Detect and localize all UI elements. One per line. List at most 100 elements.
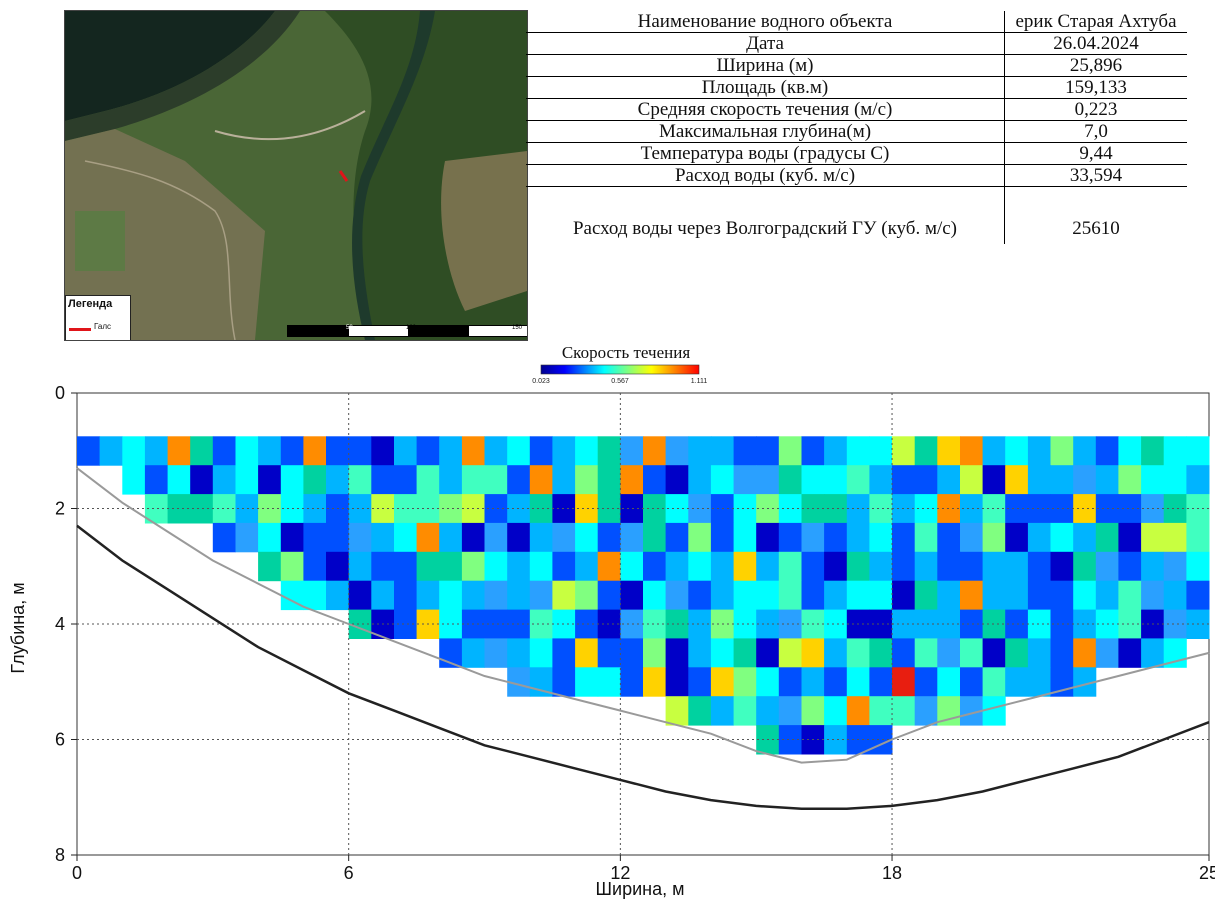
velocity-cell [711, 638, 734, 667]
velocity-cell [756, 667, 779, 696]
velocity-cell [326, 552, 349, 581]
velocity-cell [802, 581, 825, 610]
velocity-cell [1005, 436, 1028, 465]
x-tick-label: 25 [1199, 863, 1215, 883]
velocity-cell [303, 581, 326, 610]
velocity-cell [711, 667, 734, 696]
velocity-cell [620, 523, 643, 552]
velocity-cell [824, 523, 847, 552]
velocity-cell [892, 465, 915, 494]
velocity-cell [688, 552, 711, 581]
velocity-cell [349, 581, 372, 610]
map-legend: Легенда Галс [65, 295, 131, 341]
velocity-cell [711, 696, 734, 725]
velocity-cell [643, 638, 666, 667]
velocity-cell [1005, 465, 1028, 494]
velocity-cell [1051, 523, 1074, 552]
velocity-cell [485, 638, 508, 667]
velocity-cell [734, 552, 757, 581]
velocity-cell [485, 465, 508, 494]
scale-label: 150 [512, 325, 522, 331]
velocity-cell [643, 581, 666, 610]
velocity-cell [688, 523, 711, 552]
velocity-cell [1073, 436, 1096, 465]
velocity-cell [1028, 581, 1051, 610]
velocity-cell [1141, 638, 1164, 667]
velocity-cell [1186, 465, 1209, 494]
velocity-cell [960, 523, 983, 552]
velocity-cell [552, 581, 575, 610]
velocity-cell [530, 465, 553, 494]
velocity-cell [394, 436, 417, 465]
velocity-cell [802, 465, 825, 494]
velocity-cell [326, 465, 349, 494]
velocity-cell [462, 552, 485, 581]
velocity-cell [666, 638, 689, 667]
x-tick-label: 0 [72, 863, 82, 883]
velocity-cell [892, 667, 915, 696]
velocity-cell [417, 436, 440, 465]
velocity-cell [734, 581, 757, 610]
velocity-cell [1028, 638, 1051, 667]
velocity-cell [530, 523, 553, 552]
velocity-cell [1073, 465, 1096, 494]
velocity-cell [620, 552, 643, 581]
velocity-cell [688, 638, 711, 667]
velocity-cell [1164, 465, 1187, 494]
velocity-cell [847, 581, 870, 610]
velocity-cell [417, 523, 440, 552]
velocity-cell [734, 696, 757, 725]
velocity-cell [530, 436, 553, 465]
velocity-cell [1096, 638, 1119, 667]
velocity-cell [439, 523, 462, 552]
velocity-cell [485, 436, 508, 465]
velocity-cell [1186, 581, 1209, 610]
velocity-cell [869, 638, 892, 667]
velocity-cell [258, 436, 281, 465]
velocity-cell [620, 581, 643, 610]
velocity-cell [575, 552, 598, 581]
velocity-cell [915, 581, 938, 610]
row-value: 26.04.2024 [1005, 33, 1188, 55]
velocity-cell [915, 667, 938, 696]
velocity-cell [598, 552, 621, 581]
velocity-cell [326, 581, 349, 610]
row-value: 25610 [1005, 187, 1188, 245]
velocity-cell [530, 638, 553, 667]
velocity-cell [1051, 638, 1074, 667]
velocity-cell [575, 465, 598, 494]
velocity-cell [756, 465, 779, 494]
row-value: 33,594 [1005, 165, 1188, 187]
y-tick-label: 2 [55, 499, 65, 519]
velocity-cell [983, 523, 1006, 552]
velocity-cell [281, 523, 304, 552]
velocity-cell [394, 523, 417, 552]
y-tick-label: 4 [55, 614, 65, 634]
velocity-cell [869, 667, 892, 696]
row-label: Наименование водного объекта [526, 11, 1005, 33]
velocity-cell [960, 552, 983, 581]
velocity-cell [983, 696, 1006, 725]
velocity-cell [983, 667, 1006, 696]
measurement-table: Наименование водного объекта ерик Старая … [526, 11, 1187, 244]
velocity-cell [575, 523, 598, 552]
table-row: Средняя скорость течения (м/с) 0,223 [526, 99, 1187, 121]
y-axis-title: Глубина, м [8, 582, 28, 673]
velocity-cell [530, 552, 553, 581]
velocity-cell [915, 436, 938, 465]
velocity-cell [869, 523, 892, 552]
satellite-map: Легенда Галс 50 100 150 [64, 10, 528, 341]
velocity-cell [530, 581, 553, 610]
velocity-cell [937, 552, 960, 581]
row-label: Дата [526, 33, 1005, 55]
colorbar-tick-mid: 0.567 [611, 378, 629, 385]
velocity-cell [462, 638, 485, 667]
velocity-cell [462, 465, 485, 494]
velocity-cell [598, 465, 621, 494]
velocity-cell [960, 667, 983, 696]
velocity-cell [1028, 436, 1051, 465]
velocity-cell [371, 465, 394, 494]
velocity-cell [575, 667, 598, 696]
velocity-cell [711, 523, 734, 552]
velocity-cell [485, 523, 508, 552]
